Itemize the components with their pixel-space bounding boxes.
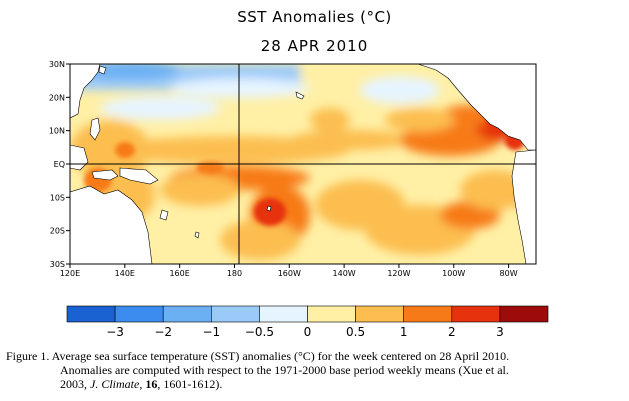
colorbar-swatch [355, 305, 405, 323]
x-tick-label: 140E [115, 269, 135, 278]
colorbar: −3 −2 −1 −0.5 0 0.5 1 2 3 [66, 305, 549, 339]
colorbar-label: 0.5 [346, 325, 365, 339]
x-tick-label: 180 [227, 269, 242, 278]
colorbar-swatch [211, 305, 260, 323]
colorbar-label: 3 [496, 325, 504, 339]
colorbar-label: 0 [304, 325, 312, 339]
x-tick-label: 160E [169, 269, 189, 278]
x-tick-label: 160W [278, 269, 301, 278]
sst-anomaly-map: 120E 140E 160E 180 160W 140W 120W 100W 80W 30N20… [49, 60, 549, 339]
y-tick-label: EQ [54, 160, 65, 169]
y-axis-ticks: 30N 20N 10N EQ 10S 20S 30S [49, 60, 70, 269]
land [70, 64, 536, 264]
x-tick-label: 120E [60, 269, 80, 278]
x-axis-ticks: 120E 140E 160E 180 160W 140W 120W 100W 80W [60, 264, 518, 278]
colorbar-swatch [499, 305, 549, 323]
colorbar-label: −3 [106, 325, 124, 339]
colorbar-swatch [403, 305, 453, 323]
caption-line-2: Anomalies are computed with respect to t… [60, 363, 509, 377]
colorbar-swatch [162, 305, 212, 323]
map-plot-area [70, 64, 536, 264]
anomaly-field-detail [84, 75, 525, 226]
y-tick-label: 20S [50, 227, 65, 236]
x-tick-label: 140W [333, 269, 356, 278]
colorbar-swatch [114, 305, 164, 323]
colorbar-swatch [451, 305, 501, 323]
colorbar-label: −2 [154, 325, 172, 339]
figure-caption: Figure 1. Average sea surface temperatur… [6, 349, 626, 391]
chart-date: 28 APR 2010 [260, 37, 369, 55]
colorbar-swatch [259, 305, 308, 323]
y-tick-label: 10S [50, 193, 65, 202]
chart-title: SST Anomalies (°C) [237, 8, 392, 26]
y-tick-label: 10N [49, 127, 65, 136]
colorbar-label: −1 [202, 325, 220, 339]
colorbar-label: 2 [448, 325, 456, 339]
caption-line-1: Figure 1. Average sea surface temperatur… [6, 349, 510, 363]
colorbar-label: −0.5 [245, 325, 274, 339]
colorbar-label: 1 [400, 325, 408, 339]
colorbar-swatch [66, 305, 116, 323]
x-tick-label: 100W [442, 269, 465, 278]
colorbar-swatch [307, 305, 356, 323]
y-tick-label: 30N [49, 60, 65, 69]
caption-line-3: 2003, J. Climate, 16, 1601-1612). [60, 377, 223, 391]
y-tick-label: 30S [50, 260, 65, 269]
x-tick-label: 120W [387, 269, 410, 278]
y-tick-label: 20N [49, 93, 65, 102]
x-tick-label: 80W [500, 269, 518, 278]
